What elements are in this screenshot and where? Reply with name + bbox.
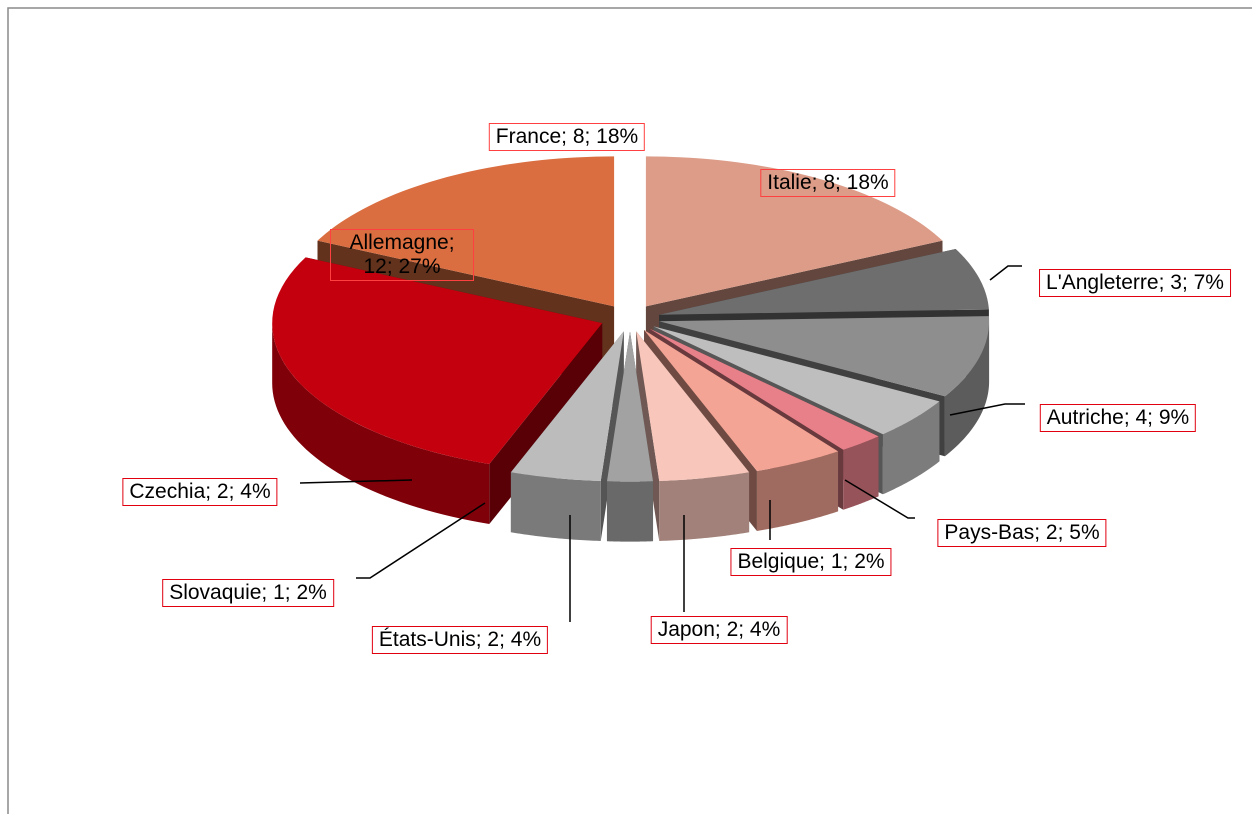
data-label: Japon; 2; 4% [650, 616, 788, 644]
data-label: Slovaquie; 1; 2% [162, 579, 334, 607]
leader-line [844, 479, 915, 519]
slice-side [843, 436, 879, 510]
leader-line [299, 479, 413, 484]
slice [645, 156, 943, 307]
data-label: Autriche; 4; 9% [1039, 404, 1197, 432]
data-label: Czechia; 2; 4% [122, 478, 278, 506]
slice-side [944, 321, 990, 457]
chart-border [7, 7, 1252, 814]
slice-wall [636, 331, 660, 541]
leader-line [949, 403, 1025, 416]
data-label: Allemagne; 12; 27% [330, 229, 474, 281]
data-label: Belgique; 1; 2% [730, 548, 892, 576]
slice-side [659, 472, 750, 541]
slice [659, 316, 990, 397]
slice-side [882, 401, 940, 495]
slice [649, 328, 879, 450]
slice [606, 331, 654, 482]
slice [653, 326, 940, 435]
data-label: L'Angleterre; 3; 7% [1039, 269, 1231, 297]
slice [510, 331, 624, 481]
slice [272, 257, 603, 465]
slice [317, 156, 615, 307]
data-label: France; 8; 18% [488, 123, 646, 151]
slice [644, 330, 839, 471]
data-label: Italie; 8; 18% [760, 169, 896, 197]
data-label: Pays-Bas; 2; 5% [937, 519, 1107, 547]
slice-side [606, 481, 654, 542]
slice [636, 331, 750, 481]
data-label: États-Unis; 2; 4% [371, 626, 549, 654]
leader-line [356, 502, 486, 579]
slice-side [510, 472, 601, 541]
leader-line [989, 265, 1022, 281]
slice [659, 248, 989, 315]
slice-side [756, 451, 839, 531]
slice-side [272, 323, 490, 525]
